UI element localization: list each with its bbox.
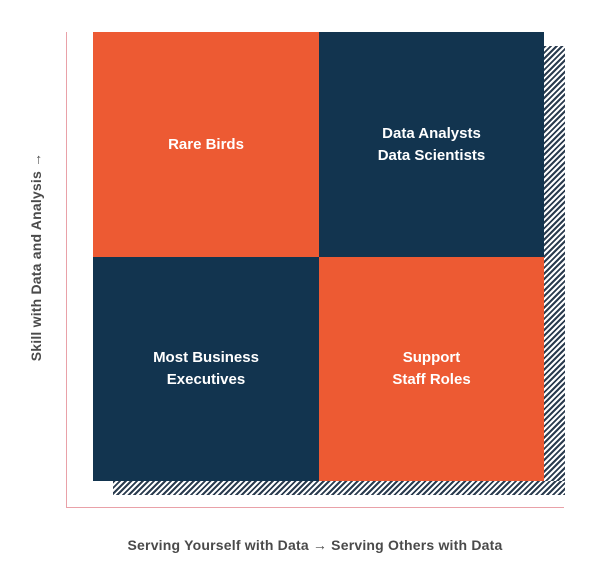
quadrant-label-data-analysts-scientists: Data Analysts Data Scientists — [377, 124, 486, 164]
quadrant-grid: Rare Birds Data Analysts Data Scientists… — [93, 32, 544, 481]
quadrant-label-rare-birds: Rare Birds — [168, 135, 244, 153]
y-axis-label: Skill with Data and Analysis → — [28, 152, 44, 362]
quadrant-top-left: Rare Birds — [93, 32, 319, 257]
x-axis-label: Serving Yourself with Data → Serving Oth… — [127, 537, 503, 553]
quadrant-bottom-left: Most Business Executives — [93, 257, 319, 481]
quadrant-top-right: Data Analysts Data Scientists — [319, 32, 544, 257]
quadrant-label-support-staff: Support Staff Roles — [392, 349, 471, 388]
hatched-shadow-bottom — [113, 481, 565, 495]
y-axis-line — [66, 32, 67, 508]
quadrant-bottom-right: Support Staff Roles — [319, 257, 544, 481]
hatched-shadow-right — [544, 46, 565, 494]
x-axis-line — [66, 507, 564, 508]
quadrant-label-business-executives: Most Business Executives — [153, 349, 259, 388]
